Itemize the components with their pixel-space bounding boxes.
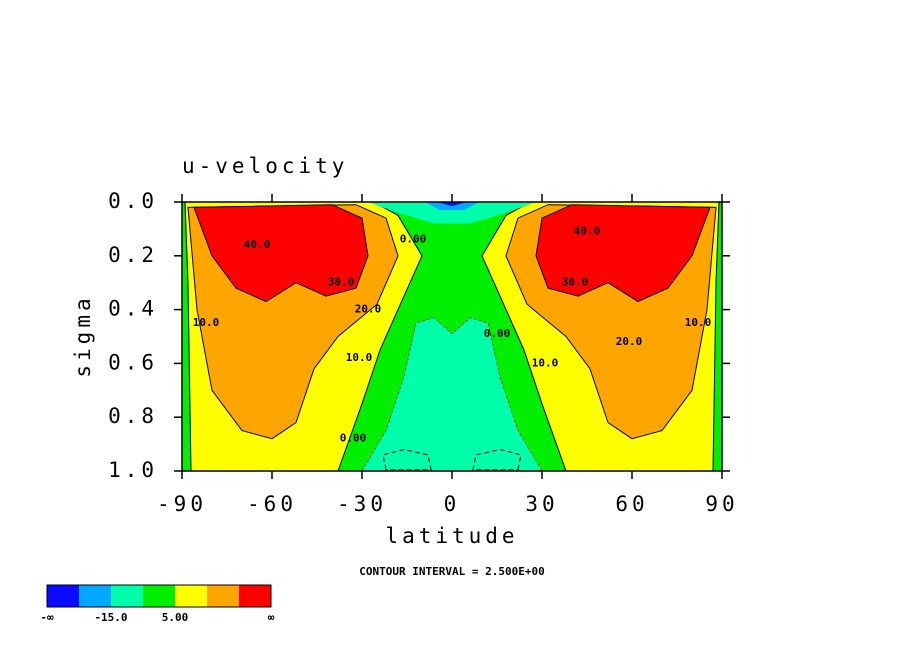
y-tick-label: 0.6 — [108, 350, 158, 374]
contour-label: 40.0 — [244, 238, 271, 251]
contour-label: 20.0 — [355, 303, 382, 316]
contour-label: 30.0 — [328, 276, 355, 289]
x-tick-label: 0 — [444, 492, 461, 516]
colorbar-frame — [46, 584, 272, 608]
colorbar-box — [239, 585, 271, 607]
contour-fill — [425, 202, 479, 211]
contour-label: 0.00 — [484, 327, 511, 340]
contour-label: 20.0 — [616, 335, 643, 348]
contour-fills — [182, 201, 722, 472]
colorbar-box — [207, 585, 239, 607]
y-tick-label: 0.2 — [108, 243, 158, 267]
contour-line — [382, 448, 432, 471]
contour-label: 10.0 — [532, 356, 559, 369]
colorbar-box — [47, 585, 79, 607]
contour-fill — [368, 202, 536, 224]
contour-interval-note: CONTOUR INTERVAL = 2.500E+00 — [359, 565, 544, 578]
x-tick-label: 60 — [615, 492, 648, 516]
colorbar-label: ∞ — [268, 611, 275, 624]
x-tick-label: -90 — [157, 492, 207, 516]
contour-label: 30.0 — [562, 276, 589, 289]
contour-fill — [535, 204, 711, 303]
contour-label: 10.0 — [193, 316, 220, 329]
y-axis-label: sigma — [71, 294, 95, 377]
contour-label: 0.00 — [400, 233, 427, 246]
contour-label: 10.0 — [346, 351, 373, 364]
contour-fill — [361, 317, 543, 472]
contour-fill — [193, 204, 369, 303]
colorbar-box — [143, 585, 175, 607]
colorbar-box — [111, 585, 143, 607]
contour-fill — [437, 202, 467, 206]
x-tick-label: 30 — [525, 492, 558, 516]
contour-label: 10.0 — [685, 316, 712, 329]
x-tick-label: -60 — [247, 492, 297, 516]
colorbar-box — [79, 585, 111, 607]
x-axis-label: latitude — [385, 524, 518, 548]
colorbar-box — [175, 585, 207, 607]
y-tick-label: 1.0 — [108, 458, 158, 482]
x-tick-label: 90 — [705, 492, 738, 516]
chart-title: u-velocity — [182, 154, 348, 178]
x-tick-label: -30 — [337, 492, 387, 516]
colorbar-label: 5.00 — [162, 611, 189, 624]
y-tick-label: 0.8 — [108, 404, 158, 428]
contour-label: 40.0 — [574, 225, 601, 238]
colorbar-label: -15.0 — [94, 611, 127, 624]
y-tick-label: 0.0 — [108, 189, 158, 213]
colorbar-label: -∞ — [40, 611, 54, 624]
contour-label: 0.00 — [340, 432, 367, 445]
contour-line — [472, 448, 522, 471]
y-tick-label: 0.4 — [108, 297, 158, 321]
